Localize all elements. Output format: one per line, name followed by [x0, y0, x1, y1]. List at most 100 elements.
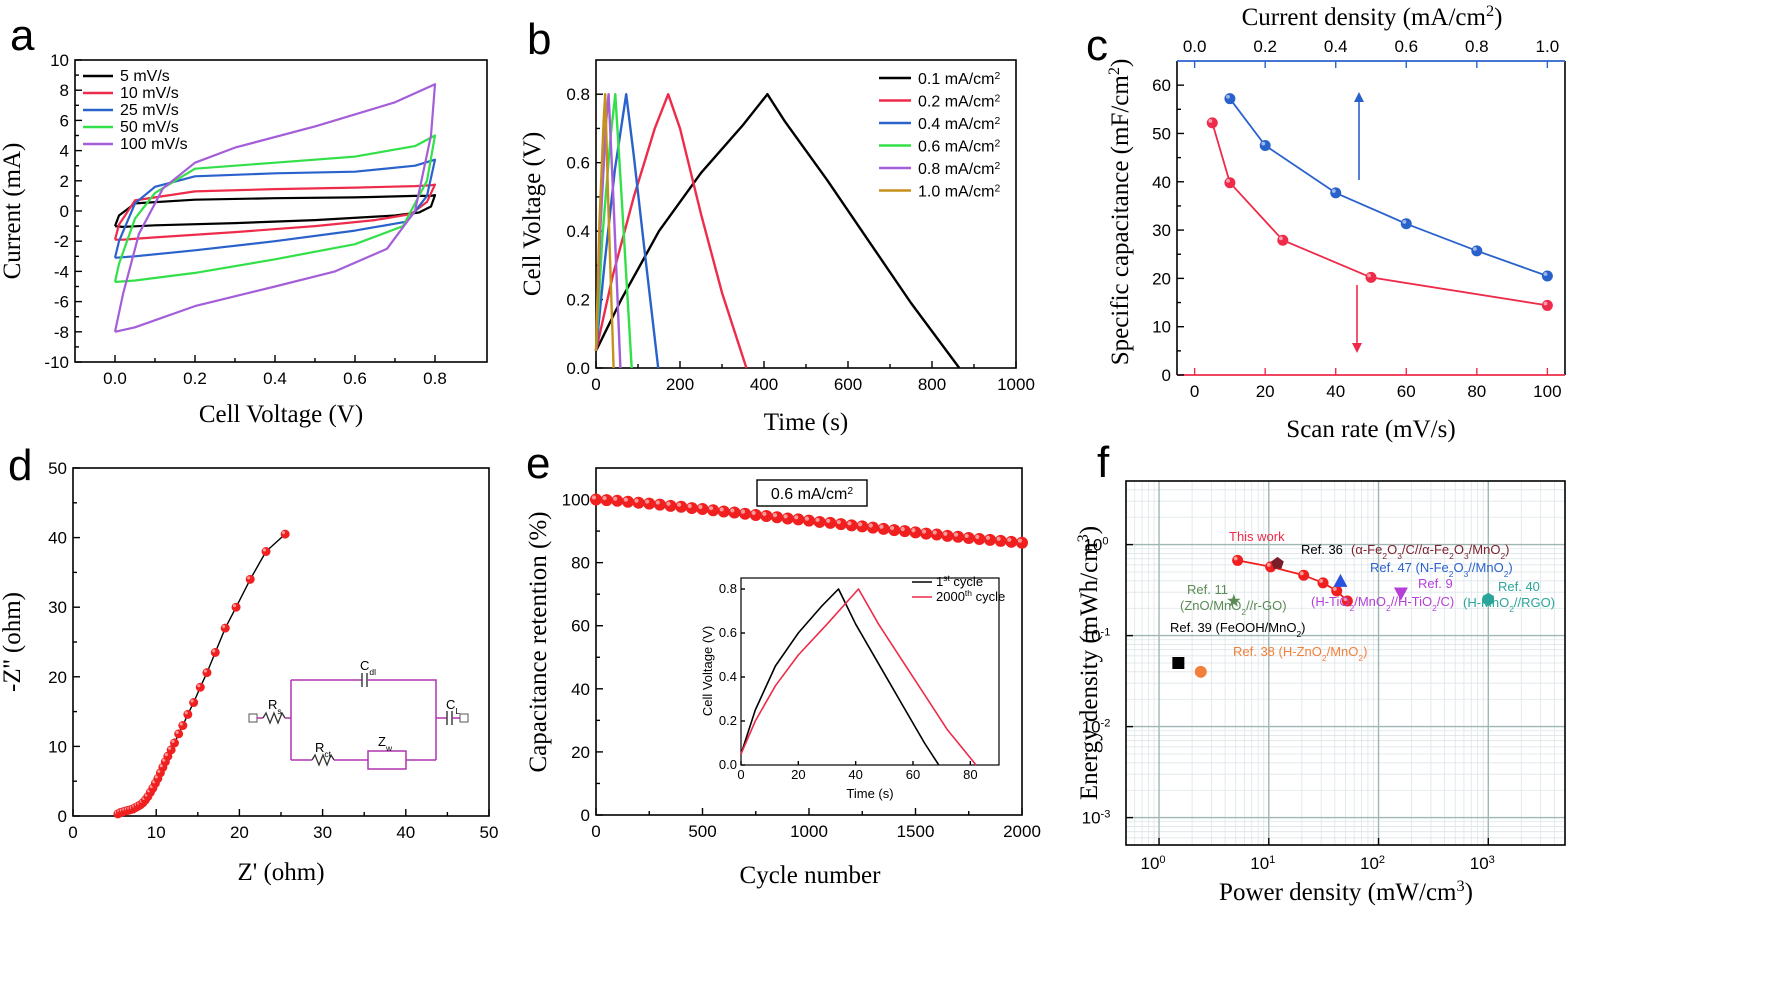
text-part: 1.0 mA/cm	[918, 184, 994, 201]
legend-label: 0.1 mA/cm2	[918, 71, 1000, 89]
label-ref36: Ref. 36	[1301, 542, 1343, 557]
data-point-highlight	[1017, 538, 1023, 543]
text-part: 0.6 mA/cm	[918, 139, 994, 156]
data-point-highlight	[1319, 578, 1324, 583]
data-point-highlight	[996, 536, 1001, 541]
data-point	[909, 526, 922, 539]
x-tick-label: 2000	[1003, 822, 1041, 841]
text-part: 3	[1489, 854, 1495, 866]
inset-x-tick-label: 0	[737, 767, 744, 782]
text-part: 0	[1102, 536, 1108, 548]
data-point	[866, 521, 879, 534]
inset-legend-label: 2000th cycle	[936, 588, 1005, 604]
terminal-left	[248, 713, 258, 723]
data-point-highlight	[953, 532, 959, 537]
y-tick-label: 100	[1083, 536, 1108, 555]
y-tick-label: 0	[581, 806, 590, 825]
inset-curve	[740, 588, 977, 766]
data-point-highlight	[847, 521, 852, 526]
data-point-highlight	[159, 764, 163, 768]
data-point	[707, 504, 720, 517]
x-tick-label: 400	[750, 375, 778, 394]
x-tick-label: 20	[1256, 382, 1275, 401]
text-part: 2	[1296, 629, 1301, 639]
y-tick-label: 40	[571, 680, 590, 699]
text-part: Energy density (mWh/cm	[1076, 542, 1103, 800]
x-axis-label: Cell Voltage (V)	[199, 401, 363, 428]
text-part: Cell Voltage (V)	[519, 132, 546, 296]
x-tick-label: 0	[1190, 382, 1199, 401]
data-point-highlight	[197, 684, 201, 688]
nyquist-fit-line	[117, 533, 286, 815]
data-point	[1330, 187, 1342, 199]
x-tick-label: 0	[591, 822, 600, 841]
data-point	[261, 547, 271, 557]
data-point-highlight	[943, 531, 948, 536]
legend-label: 0.4 mA/cm2	[918, 116, 1000, 134]
data-point-highlight	[900, 526, 905, 532]
text-part: 2	[994, 161, 1000, 172]
data-point-highlight	[890, 525, 895, 531]
text-part: 10	[1082, 627, 1101, 646]
data-point	[803, 514, 815, 527]
gcd-curve	[594, 92, 748, 369]
x2-tick-label: 0.0	[1183, 37, 1207, 56]
text-part: 1	[1269, 854, 1275, 866]
x-tick-label: 40	[1326, 382, 1345, 401]
ref-marker-triangle-down	[1393, 587, 1408, 601]
data-point-highlight	[1367, 273, 1371, 278]
current-density-line	[1229, 98, 1548, 277]
text-part: (ZnO/MnO	[1180, 598, 1241, 613]
text-part: Current (mA)	[0, 143, 26, 280]
data-point	[1016, 536, 1028, 549]
text-part: 2	[994, 116, 1000, 127]
panel-letter: c	[1086, 21, 1108, 70]
y-axis-label: Energy density (mWh/cm3)	[1074, 526, 1103, 800]
text-part: )	[1494, 4, 1502, 31]
y-tick-label: 50	[48, 459, 67, 478]
label-ref9-formula: (H-TiO2/MnO2//H-TiO2/C)	[1311, 594, 1454, 613]
ref-marker-triangle-up	[1333, 573, 1348, 587]
data-point	[696, 503, 709, 516]
data-point	[600, 494, 613, 507]
data-point-highlight	[1278, 236, 1283, 241]
data-point-highlight	[1331, 189, 1336, 193]
text-part: 2000	[936, 589, 965, 604]
text-part: )	[1076, 526, 1103, 534]
panel-letter: e	[526, 439, 550, 488]
gcd-curve	[594, 92, 633, 369]
text-part: (N-Fe	[1416, 560, 1449, 575]
gcd-curve	[594, 92, 961, 369]
data-point-highlight	[975, 534, 980, 539]
x-tick-label: 200	[666, 375, 694, 394]
legend-label: 1.0 mA/cm2	[918, 183, 1000, 201]
data-point	[643, 497, 656, 510]
text-part: 2	[1486, 2, 1494, 20]
x-tick-label: 0.4	[263, 369, 287, 388]
text-part: 2	[1432, 603, 1437, 613]
y-tick-label: 30	[1152, 221, 1171, 240]
data-point-highlight	[282, 530, 286, 535]
cv-curve	[113, 183, 437, 241]
x2-tick-label: 0.2	[1253, 37, 1277, 56]
x-tick-label: 80	[1467, 382, 1486, 401]
data-point	[834, 518, 847, 531]
y-tick-label: 100	[562, 491, 590, 510]
y-tick-label: 40	[1152, 173, 1171, 192]
y-axis-label: Specific capacitance (mF/cm2)	[1105, 59, 1134, 366]
data-point	[1541, 299, 1553, 311]
text-part: 2	[1449, 569, 1454, 579]
x-axis-label: Cycle number	[740, 862, 882, 889]
y-tick-label: -8	[54, 323, 69, 342]
x-tick-label: 20	[230, 823, 249, 842]
inset-frame	[740, 577, 1000, 766]
data-point	[994, 534, 1007, 547]
text-part: )	[1505, 542, 1509, 557]
text-part: 2	[1509, 604, 1514, 614]
text-part: C	[360, 658, 369, 673]
text-part: cycle	[950, 574, 983, 589]
text-part: /MnO	[1354, 594, 1386, 609]
text-part: )	[1465, 879, 1473, 906]
data-point	[856, 520, 869, 533]
